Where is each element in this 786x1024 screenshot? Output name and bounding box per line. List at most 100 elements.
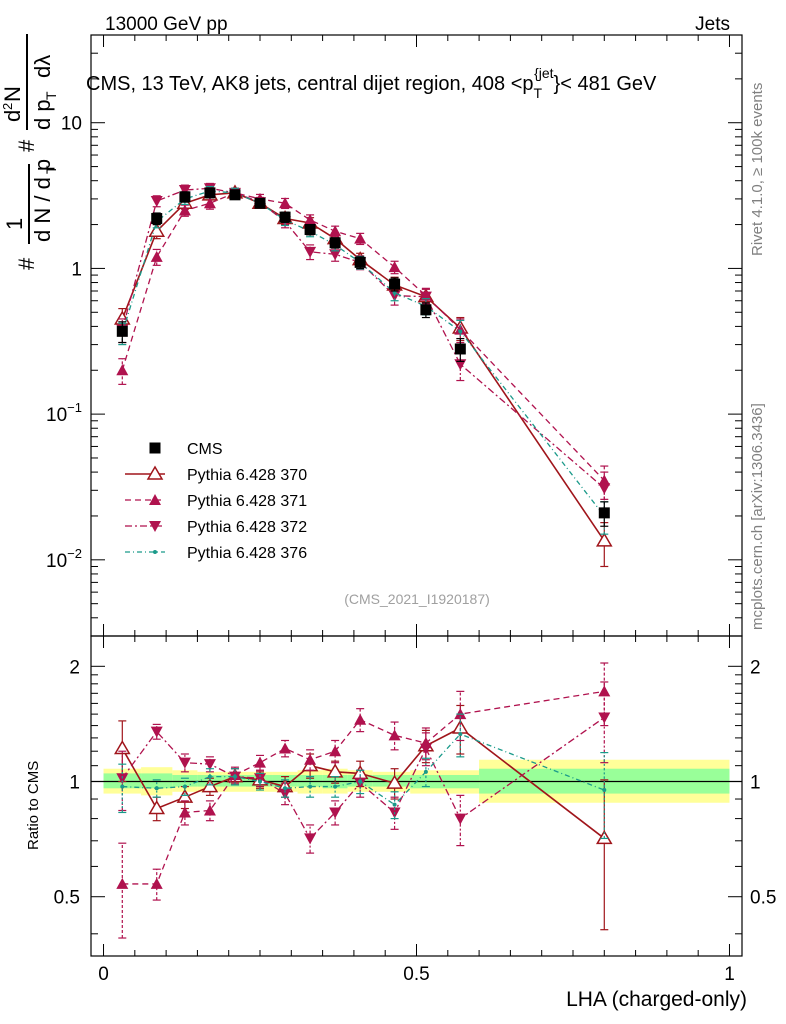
main-y-label: # 1 d N / d p T # d 2 N d p T dλ xyxy=(0,34,59,270)
mc-point xyxy=(178,806,191,818)
mc-point xyxy=(458,329,463,334)
mc-point xyxy=(207,774,212,779)
mc-point xyxy=(595,532,613,547)
mc-point xyxy=(258,779,263,784)
data-point xyxy=(179,191,191,203)
mc-point xyxy=(329,249,342,261)
y-tick-label: 10−1 xyxy=(46,400,82,426)
plot-title-sub: T xyxy=(534,85,543,101)
y-label-part: N xyxy=(0,86,25,102)
mc-point xyxy=(120,784,125,789)
data-point xyxy=(116,325,128,337)
data-point xyxy=(354,256,366,268)
mc-point xyxy=(150,250,163,262)
mc-point xyxy=(392,290,397,295)
header-left: 13000 GeV pp xyxy=(105,14,228,35)
mc-point xyxy=(419,743,432,755)
y-tick-label-right: 0.5 xyxy=(750,888,776,909)
mc-point xyxy=(598,712,611,724)
y-tick-label: 2 xyxy=(69,657,80,678)
mc-point xyxy=(386,774,403,789)
analysis-watermark: (CMS_2021_I1920187) xyxy=(344,591,490,607)
plot-title: CMS, 13 TeV, AK8 jets, central dijet reg… xyxy=(86,65,657,101)
x-tick-label: 0.5 xyxy=(403,964,429,985)
mc-point xyxy=(423,769,428,774)
data-point xyxy=(420,304,432,316)
mcplots-label: mcplots.cern.ch [arXiv:1306.3436] xyxy=(749,403,766,630)
mc-point xyxy=(598,483,611,495)
legend-label: Pythia 6.428 370 xyxy=(187,467,307,484)
x-tick-label: 1 xyxy=(724,964,735,985)
mc-point xyxy=(254,756,267,768)
mc-point xyxy=(116,364,129,376)
mc-point xyxy=(146,465,164,480)
mc-point xyxy=(598,685,611,697)
mc-point xyxy=(150,877,163,889)
y-tick-label: 0.5 xyxy=(54,888,80,909)
y-tick-label: 1 xyxy=(69,773,80,794)
mc-point xyxy=(178,204,191,216)
y-label-part: d xyxy=(0,110,25,122)
data-point xyxy=(279,211,291,223)
ratio-band-inner xyxy=(297,774,323,787)
data-point xyxy=(329,237,341,249)
x-tick-label: 0 xyxy=(98,964,109,985)
y-label-part: T xyxy=(43,91,59,100)
mc-point xyxy=(203,759,216,771)
legend-label: CMS xyxy=(187,441,223,458)
plot-title-end: }< 481 GeV xyxy=(554,73,658,95)
mc-point xyxy=(354,232,367,244)
main-panel: 10−2 10−1 1 10 xyxy=(46,34,743,637)
mc-point xyxy=(392,802,397,807)
mc-point xyxy=(149,494,161,505)
mc-point xyxy=(602,788,607,793)
y-label-part: # xyxy=(14,257,39,270)
mc-point xyxy=(458,732,463,737)
mc-point xyxy=(149,521,161,532)
y-label-part: d p xyxy=(30,99,55,130)
mc-point xyxy=(150,726,163,738)
mc-point xyxy=(454,813,467,825)
mc-point xyxy=(329,745,342,757)
mc-point xyxy=(203,804,216,816)
data-point xyxy=(598,507,610,519)
mc-point xyxy=(178,757,191,769)
data-point xyxy=(254,197,266,209)
y-tick-label-right: 1 xyxy=(750,773,761,794)
mc-point xyxy=(304,246,317,258)
y-tick-label: 1 xyxy=(71,259,82,280)
svg-text:CMS, 13 TeV, AK8 jets, central: CMS, 13 TeV, AK8 jets, central dijet reg… xyxy=(86,65,657,101)
mc-point xyxy=(304,833,317,845)
series-line-p371 xyxy=(122,690,605,885)
y-label-part: # xyxy=(14,139,39,152)
mc-point xyxy=(304,753,317,765)
mc-point xyxy=(154,786,159,791)
mc-point xyxy=(454,323,467,335)
data-point xyxy=(204,187,216,199)
mc-point xyxy=(116,877,129,889)
mc-point xyxy=(419,291,432,303)
mc-point xyxy=(153,550,157,554)
series-line-p371 xyxy=(121,192,605,481)
mc-point xyxy=(254,773,267,785)
y-tick-label: 10−2 xyxy=(46,546,82,572)
y-tick-label: 10 xyxy=(61,114,82,135)
mc-point xyxy=(148,800,166,815)
header-right: Jets xyxy=(695,14,730,35)
data-point xyxy=(151,213,163,225)
ratio-band-inner xyxy=(141,773,173,789)
legend: CMS Pythia 6.428 370 Pythia 6.428 371 Pythi… xyxy=(125,441,307,562)
mc-point xyxy=(201,778,219,793)
mc-point xyxy=(388,261,401,273)
y-label-part: T xyxy=(43,165,59,174)
legend-label: Pythia 6.428 372 xyxy=(187,519,307,536)
series-line-p370 xyxy=(121,727,605,840)
ratio-panel: 0 0.5 1 0.5 0.5 1 1 2 2 xyxy=(54,635,776,985)
data-point xyxy=(454,343,466,355)
data-point xyxy=(149,442,161,454)
mc-point xyxy=(203,197,216,209)
data-point xyxy=(304,223,316,235)
series-line-p372 xyxy=(121,716,605,840)
mc-point xyxy=(232,774,237,779)
